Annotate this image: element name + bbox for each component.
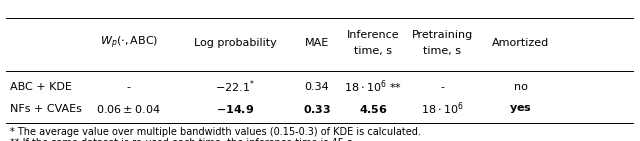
Text: ** If the same dataset is re-used each time, the inference time is 45 s.: ** If the same dataset is re-used each t… (10, 138, 355, 141)
Text: -: - (127, 82, 131, 92)
Text: $\mathbf{-14.9}$: $\mathbf{-14.9}$ (216, 103, 255, 115)
Text: ABC + KDE: ABC + KDE (10, 82, 72, 92)
Text: time, s: time, s (355, 46, 392, 56)
Text: $\mathbf{0.33}$: $\mathbf{0.33}$ (303, 103, 331, 115)
Text: $0.06 \pm 0.04$: $0.06 \pm 0.04$ (97, 103, 161, 115)
Text: $18 \cdot 10^{6}$ **: $18 \cdot 10^{6}$ ** (344, 79, 403, 95)
Text: time, s: time, s (423, 46, 461, 56)
Text: Pretraining: Pretraining (412, 30, 473, 40)
Text: NFs + CVAEs: NFs + CVAEs (10, 104, 81, 114)
Text: 0.34: 0.34 (305, 82, 329, 92)
Text: no: no (514, 82, 527, 92)
Text: $-22.1^{*}$: $-22.1^{*}$ (216, 79, 255, 95)
Text: Log probability: Log probability (194, 38, 276, 48)
Text: $\mathbf{yes}$: $\mathbf{yes}$ (509, 103, 532, 115)
Text: Inference: Inference (347, 30, 399, 40)
Text: $W_p(\cdot, \mathrm{ABC})$: $W_p(\cdot, \mathrm{ABC})$ (100, 35, 158, 51)
Text: -: - (440, 82, 444, 92)
Text: $\mathbf{4.56}$: $\mathbf{4.56}$ (359, 103, 388, 115)
Text: MAE: MAE (305, 38, 329, 48)
Text: $18 \cdot 10^{6}$: $18 \cdot 10^{6}$ (421, 101, 463, 117)
Text: Amortized: Amortized (492, 38, 549, 48)
Text: * The average value over multiple bandwidth values (0.15-0.3) of KDE is calculat: * The average value over multiple bandwi… (10, 127, 420, 137)
